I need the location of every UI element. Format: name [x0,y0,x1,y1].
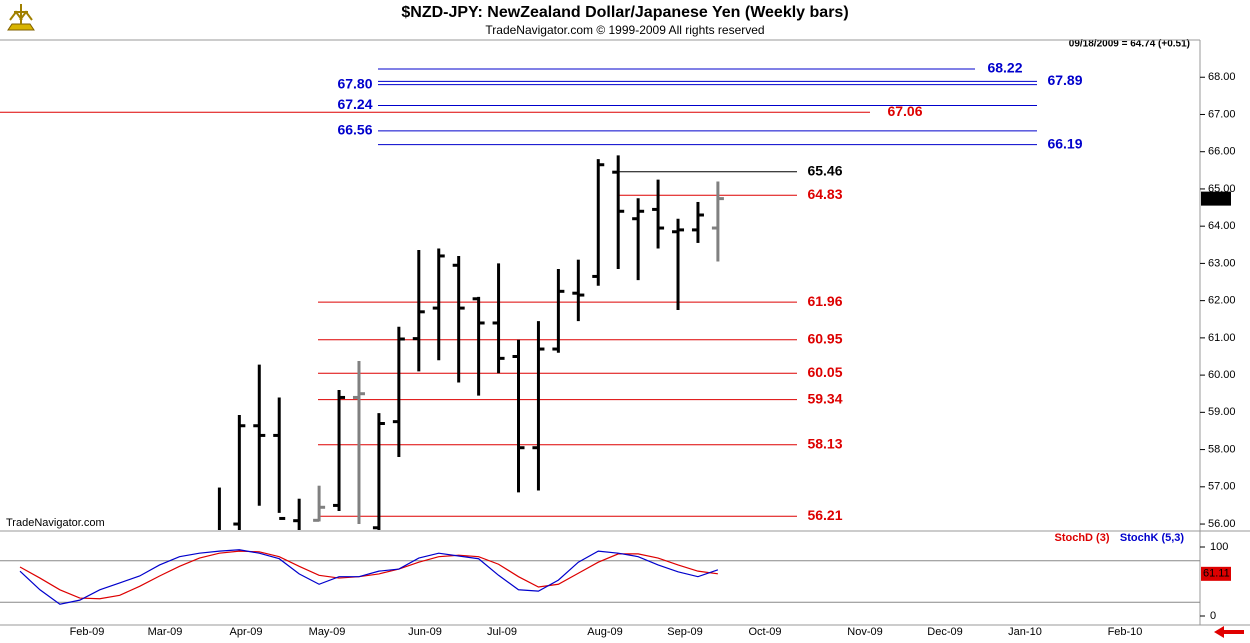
last-quote: 09/18/2009 = 64.74 (+0.51) [1069,39,1190,50]
x-tick-label: Oct-09 [748,626,781,638]
level-label: 61.96 [807,293,842,309]
y-tick-label: 64.00 [1208,220,1236,232]
x-tick-label: Nov-09 [847,626,882,638]
y-tick-label: 67.00 [1208,108,1236,120]
y2-tick-label: 0 [1210,610,1216,622]
legend-entry: StochK (5,3) [1120,532,1185,544]
level-label: 65.46 [807,163,842,179]
x-tick-label: Feb-10 [1108,626,1143,638]
x-tick-label: Jan-10 [1008,626,1042,638]
x-tick-label: Sep-09 [667,626,702,638]
level-label: 66.56 [337,122,372,138]
x-tick-label: Aug-09 [587,626,622,638]
level-label: 67.89 [1047,72,1082,88]
level-label: 59.34 [807,390,842,406]
x-tick-label: May-09 [309,626,346,638]
level-label: 64.83 [807,186,842,202]
chart-title: $NZD-JPY: NewZealand Dollar/Japanese Yen… [401,4,848,21]
y-tick-label: 57.00 [1208,481,1236,493]
level-label: 56.21 [807,507,842,523]
stoch-last-box [1201,566,1231,581]
watermark: TradeNavigator.com [6,517,105,529]
x-tick-label: Dec-09 [927,626,962,638]
x-tick-label: Feb-09 [70,626,105,638]
y-tick-label: 68.00 [1208,71,1236,83]
x-tick-label: Apr-09 [229,626,262,638]
y-tick-label: 59.00 [1208,406,1236,418]
stoch-last-label: 61.11 [1203,568,1230,580]
level-label: 60.05 [807,364,842,380]
y-tick-label: 60.00 [1208,369,1236,381]
y-tick-label: 61.00 [1208,332,1236,344]
level-label: 67.80 [337,75,372,91]
level-label: 67.24 [337,96,372,112]
y2-tick-label: 100 [1210,541,1228,553]
logo [7,4,35,31]
y-tick-label: 63.00 [1208,257,1236,269]
last-price-label: 64.74 [1203,193,1231,205]
level-label: 60.95 [807,330,842,346]
y-tick-label: 62.00 [1208,295,1236,307]
stoch-line [19,550,718,600]
x-tick-label: Mar-09 [148,626,183,638]
x-tick-label: Jun-09 [408,626,442,638]
level-label: 67.06 [887,103,922,119]
y-tick-label: 58.00 [1208,443,1236,455]
level-label: 66.19 [1047,135,1082,151]
last-price-box [1201,191,1231,206]
chart-subtitle: TradeNavigator.com © 1999-2009 All right… [485,23,764,37]
x-tick-label: Jul-09 [487,626,517,638]
y-tick-label: 66.00 [1208,146,1236,158]
level-label: 68.22 [987,60,1022,76]
scroll-arrow[interactable] [1214,626,1244,638]
stoch-line [19,549,719,605]
level-label: 58.13 [807,435,842,451]
y-tick-label: 56.00 [1208,518,1236,530]
price-panel: 68.22 67.89 67.80 67.24 67.06 66.56 66.19 65.46… [0,60,1083,530]
legend-entry: StochD (3) [1055,532,1110,544]
